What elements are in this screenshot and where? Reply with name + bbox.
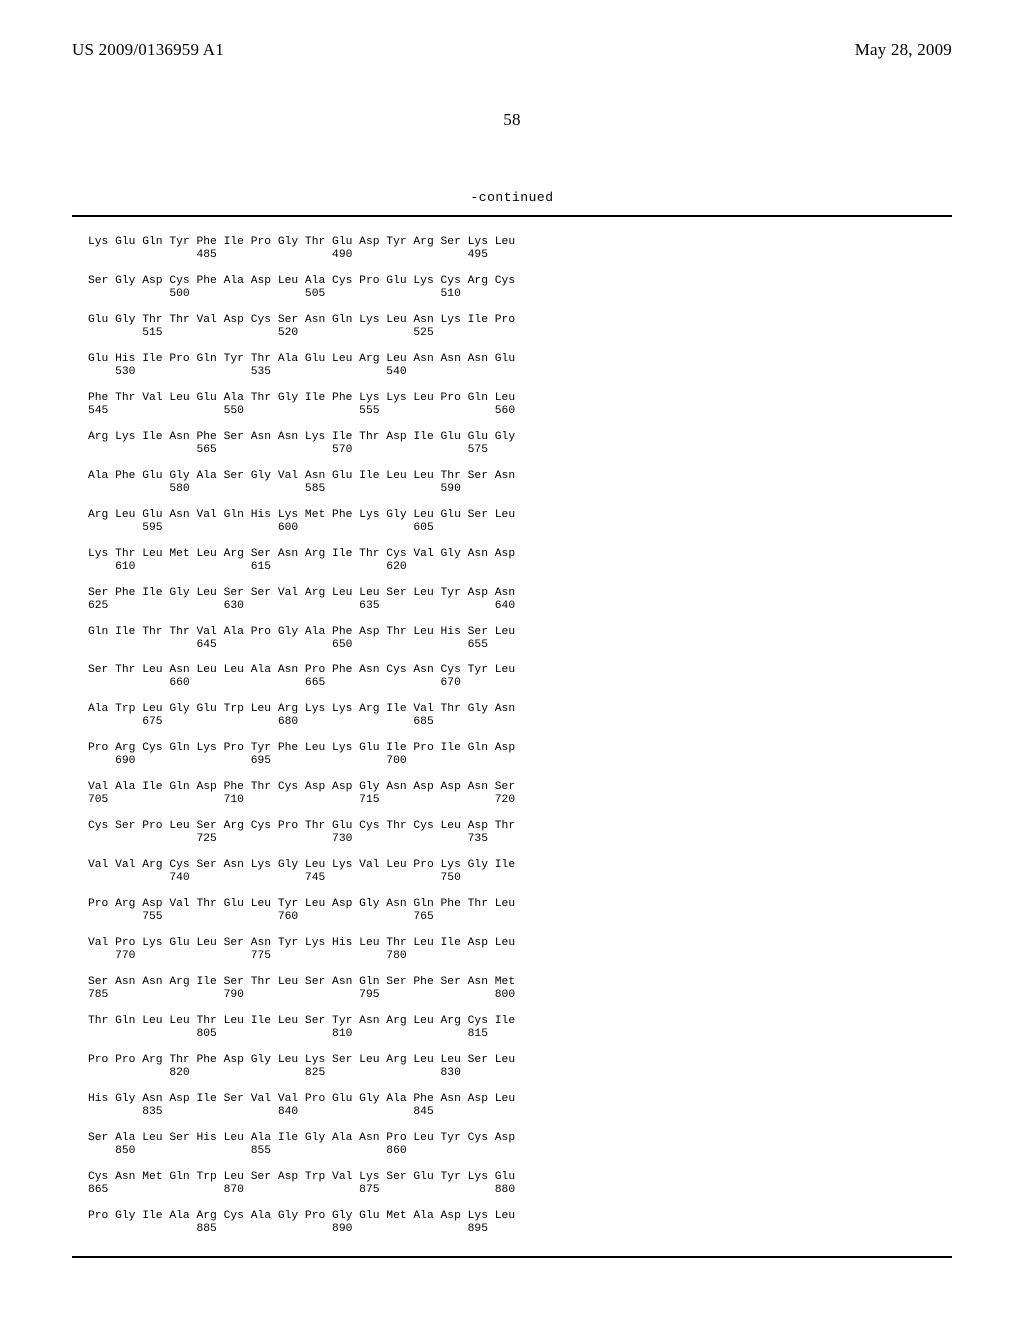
publication-date: May 28, 2009 <box>855 40 952 60</box>
sequence-table: Lys Glu Gln Tyr Phe Ile Pro Gly Thr Glu … <box>72 215 952 1258</box>
patent-number: US 2009/0136959 A1 <box>72 40 224 60</box>
sequence-block: Lys Glu Gln Tyr Phe Ile Pro Gly Thr Glu … <box>72 223 952 1236</box>
page-number: 58 <box>72 110 952 130</box>
continued-label: -continued <box>72 190 952 205</box>
